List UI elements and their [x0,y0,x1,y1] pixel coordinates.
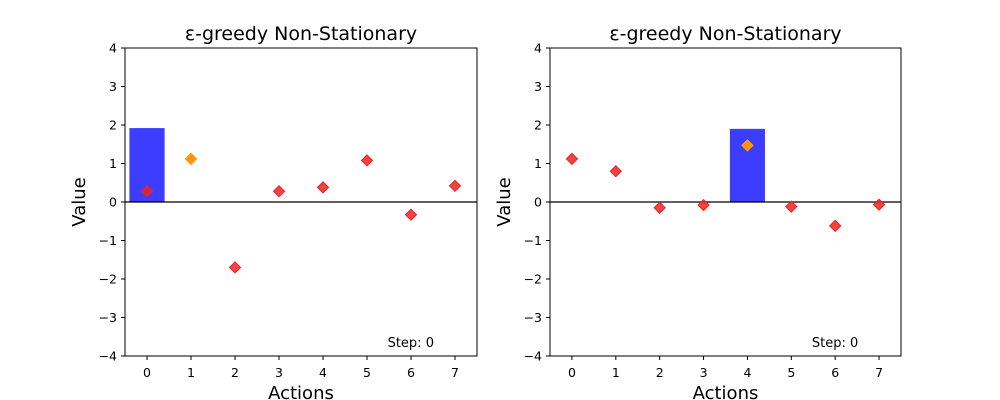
x-tick-label-4: 4 [743,365,751,380]
value-marker-0 [140,185,154,198]
y-tick-label-3: −1 [99,233,117,248]
x-tick-label-5: 5 [787,365,795,380]
value-marker-3 [272,185,286,198]
step-counter: Step: 0 [812,336,858,351]
y-tick-label-8: 4 [109,41,117,56]
x-tick-label-5: 5 [363,365,371,380]
x-axis-label: Actions [268,383,334,400]
y-tick-label-2: −2 [99,272,117,287]
x-axis-label: Actions [693,383,759,400]
y-tick-label-0: −4 [524,349,542,364]
chart-title: ε-greedy Non-Stationary [609,23,841,45]
chart-title: ε-greedy Non-Stationary [185,23,417,45]
y-axis-label: Value [69,177,90,226]
x-tick-label-0: 0 [568,365,576,380]
y-tick-label-5: 1 [534,156,542,171]
value-marker-1 [609,164,623,178]
y-tick-label-6: 2 [534,118,542,133]
x-tick-label-7: 7 [451,365,459,380]
y-tick-label-7: 3 [534,79,542,94]
y-tick-label-8: 4 [534,41,542,56]
value-marker-6 [404,208,418,221]
y-tick-label-2: −2 [524,272,542,287]
x-tick-label-6: 6 [831,365,839,380]
y-tick-label-3: −1 [524,233,542,248]
value-marker-4 [316,181,330,194]
value-marker-2 [228,261,242,274]
y-tick-label-1: −3 [524,310,542,325]
x-tick-label-7: 7 [875,365,883,380]
x-tick-label-0: 0 [143,365,151,380]
x-tick-label-2: 2 [231,365,239,380]
best-marker-4 [741,139,754,152]
y-tick-label-0: −4 [99,349,117,364]
y-tick-label-5: 1 [109,156,117,171]
best-marker-1 [184,152,198,166]
y-tick-label-6: 2 [109,118,117,133]
chart-panel-left: ε-greedy Non-Stationary 0 1 2 3 4 5 6 7 −4 −3 −2 −1 0… [69,23,478,400]
x-tick-label-3: 3 [700,365,708,380]
x-tick-label-4: 4 [319,365,327,380]
x-tick-label-6: 6 [407,365,415,380]
value-marker-7 [448,179,462,193]
value-marker-7 [872,198,886,211]
value-marker-0 [565,152,579,166]
y-tick-label-1: −3 [99,310,117,325]
step-counter: Step: 0 [388,336,434,351]
y-tick-label-7: 3 [109,79,117,94]
y-axis-label: Value [494,177,515,226]
value-marker-3 [697,198,710,212]
y-tick-label-4: 0 [534,195,542,210]
value-marker-5 [785,200,798,213]
value-marker-5 [360,154,374,167]
chart-panel-right: ε-greedy Non-Stationary 0 1 2 3 4 5 6 7 −4 −3 −2 −1 0… [494,23,902,400]
x-tick-label-3: 3 [275,365,283,380]
x-tick-label-1: 1 [612,365,620,380]
value-marker-6 [828,219,842,233]
value-marker-2 [653,201,666,214]
x-tick-label-2: 2 [656,365,664,380]
y-tick-label-4: 0 [109,195,117,210]
x-tick-label-1: 1 [187,365,195,380]
